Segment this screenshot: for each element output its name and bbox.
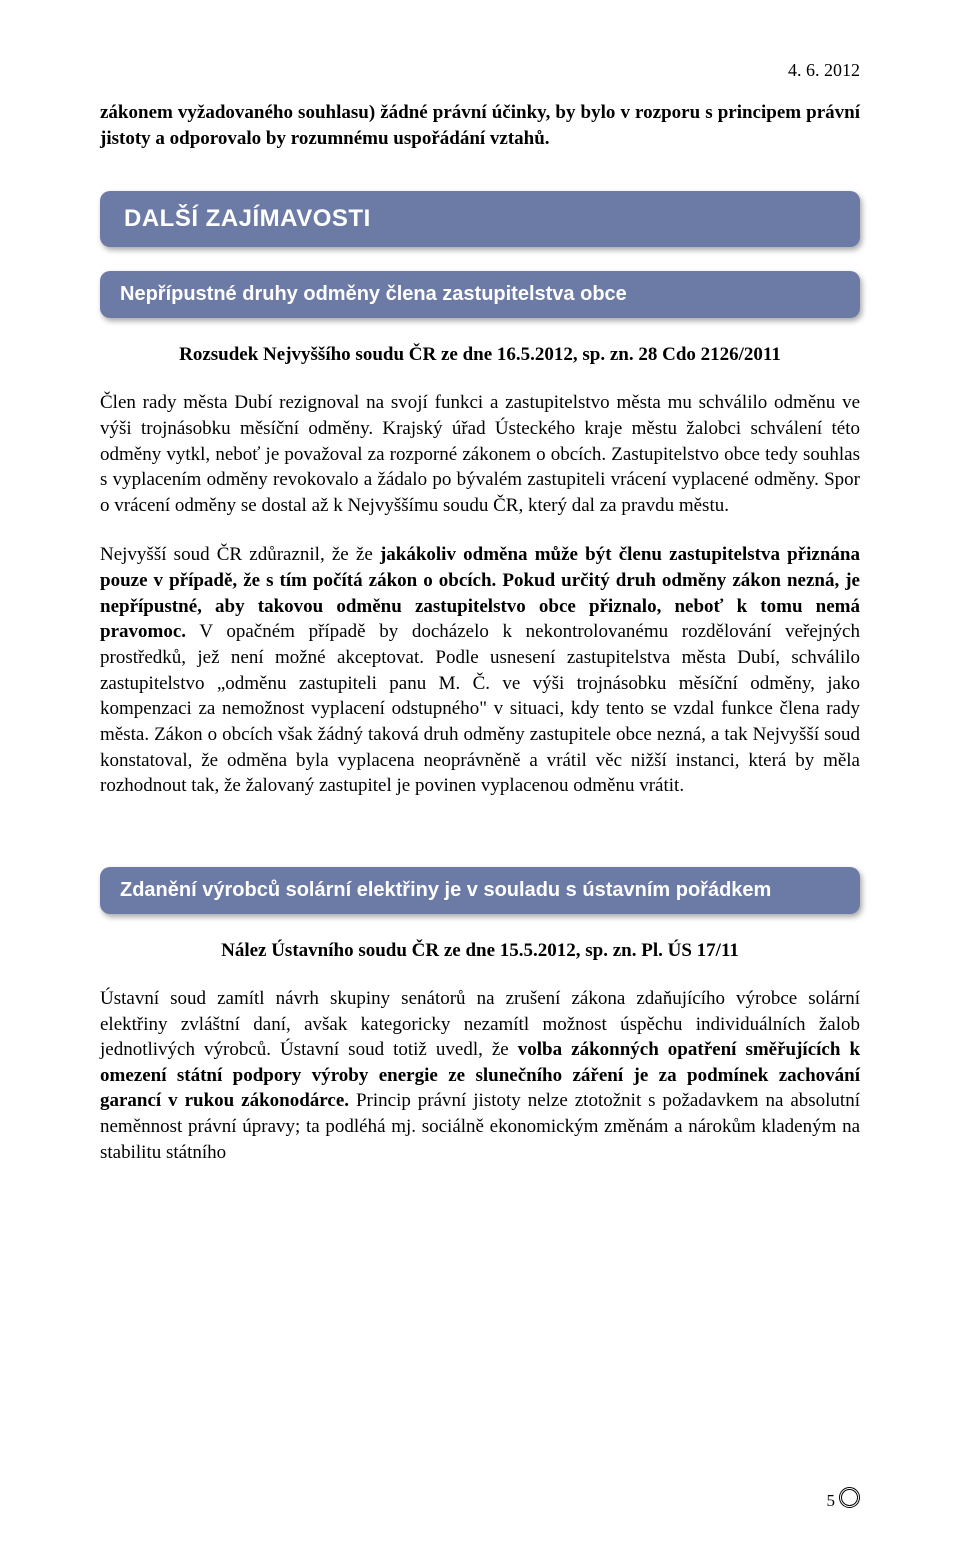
page-date: 4. 6. 2012 [100, 60, 860, 81]
page-footer: 5 [827, 1487, 861, 1511]
section-title: DALŠÍ ZAJÍMAVOSTI [100, 191, 860, 247]
p2-lead: Nejvyšší soud ČR zdůraznil, že že [100, 544, 380, 565]
article1-citation: Rozsudek Nejvyššího soudu ČR ze dne 16.5… [100, 344, 860, 366]
document-page: 4. 6. 2012 zákonem vyžadovaného souhlasu… [0, 0, 960, 1541]
article2-heading: Zdanění výrobců solární elektřiny je v s… [100, 867, 860, 914]
spacer [100, 823, 860, 853]
article1-paragraph1: Člen rady města Dubí rezignoval na svojí… [100, 390, 860, 518]
article2-paragraph1: Ústavní soud zamítl návrh skupiny senáto… [100, 986, 860, 1165]
article1-paragraph2: Nejvyšší soud ČR zdůraznil, že že jakáko… [100, 542, 860, 798]
page-number: 5 [827, 1491, 836, 1510]
article2-citation: Nález Ústavního soudu ČR ze dne 15.5.201… [100, 940, 860, 962]
article1-heading: Nepřípustné druhy odměny člena zastupite… [100, 271, 860, 318]
intro-paragraph: zákonem vyžadovaného souhlasu) žádné prá… [100, 100, 860, 151]
p2-tail: V opačném případě by docházelo k nekontr… [100, 621, 860, 796]
ring-icon [839, 1487, 860, 1508]
